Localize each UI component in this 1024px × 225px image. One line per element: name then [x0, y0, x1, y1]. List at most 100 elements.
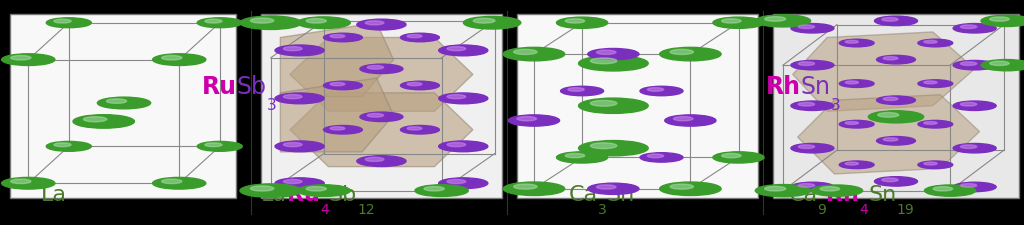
Circle shape — [438, 93, 487, 104]
Circle shape — [366, 157, 384, 161]
Circle shape — [953, 61, 996, 70]
Circle shape — [840, 80, 874, 88]
Text: 3: 3 — [597, 203, 606, 217]
Circle shape — [2, 54, 55, 65]
Circle shape — [591, 100, 616, 106]
Circle shape — [514, 184, 537, 189]
Text: 9: 9 — [817, 203, 826, 217]
Circle shape — [517, 117, 537, 121]
Circle shape — [981, 15, 1024, 27]
Text: Rh: Rh — [826, 185, 859, 205]
Circle shape — [989, 17, 1009, 21]
Circle shape — [556, 152, 607, 163]
Circle shape — [596, 185, 615, 189]
Circle shape — [306, 187, 327, 191]
Circle shape — [674, 117, 693, 121]
Circle shape — [415, 185, 468, 196]
Circle shape — [408, 34, 422, 38]
Circle shape — [54, 19, 71, 23]
Text: Sn: Sn — [801, 76, 830, 99]
Circle shape — [503, 182, 564, 196]
Circle shape — [845, 81, 858, 84]
Circle shape — [791, 24, 834, 33]
Text: Rh: Rh — [766, 76, 801, 99]
Circle shape — [356, 156, 406, 166]
Circle shape — [882, 178, 898, 182]
Circle shape — [2, 177, 55, 189]
Circle shape — [918, 161, 952, 169]
Circle shape — [670, 184, 693, 189]
Circle shape — [722, 19, 741, 23]
Circle shape — [924, 122, 937, 124]
Circle shape — [640, 86, 683, 96]
Circle shape — [330, 34, 345, 38]
Circle shape — [765, 186, 785, 191]
Circle shape — [882, 18, 898, 21]
Circle shape — [503, 47, 564, 61]
Circle shape — [447, 180, 466, 184]
Circle shape — [659, 47, 721, 61]
Circle shape — [820, 187, 840, 191]
Text: 19: 19 — [896, 203, 914, 217]
Circle shape — [447, 47, 466, 51]
Circle shape — [918, 39, 952, 47]
Circle shape — [799, 62, 815, 65]
Circle shape — [868, 111, 924, 123]
Polygon shape — [281, 23, 393, 97]
Circle shape — [799, 102, 815, 106]
Circle shape — [46, 18, 91, 28]
Circle shape — [961, 184, 977, 187]
Circle shape — [961, 102, 977, 106]
Circle shape — [845, 40, 858, 43]
Circle shape — [840, 161, 874, 169]
Circle shape — [306, 19, 327, 23]
Text: 3: 3 — [830, 98, 841, 113]
Circle shape — [713, 152, 764, 163]
Circle shape — [10, 179, 31, 184]
Circle shape — [46, 141, 91, 151]
Polygon shape — [281, 78, 393, 152]
Circle shape — [799, 25, 815, 29]
Circle shape — [359, 112, 403, 122]
Circle shape — [400, 126, 439, 134]
Circle shape — [722, 153, 741, 158]
Circle shape — [73, 115, 134, 128]
Circle shape — [324, 126, 362, 134]
Circle shape — [408, 83, 422, 86]
Circle shape — [514, 49, 537, 54]
Circle shape — [284, 47, 302, 51]
Circle shape — [565, 153, 585, 158]
Circle shape — [953, 24, 996, 33]
Circle shape — [359, 64, 403, 74]
Circle shape — [356, 19, 406, 30]
Circle shape — [840, 39, 874, 47]
Circle shape — [368, 65, 384, 69]
Circle shape — [162, 56, 182, 60]
Circle shape — [400, 33, 439, 42]
Circle shape — [83, 117, 106, 122]
Circle shape — [464, 16, 521, 29]
Circle shape — [275, 93, 325, 104]
Circle shape — [368, 113, 384, 117]
Circle shape — [240, 16, 301, 29]
Circle shape — [153, 177, 206, 189]
Circle shape — [408, 127, 422, 130]
Circle shape — [924, 162, 937, 165]
Circle shape — [918, 80, 952, 88]
Circle shape — [153, 54, 206, 65]
Circle shape — [251, 186, 273, 191]
Circle shape — [647, 154, 664, 158]
Circle shape — [874, 177, 918, 186]
Circle shape — [162, 179, 182, 184]
Circle shape — [205, 143, 222, 147]
Circle shape — [579, 98, 648, 113]
Circle shape — [765, 17, 785, 21]
Circle shape — [591, 58, 616, 64]
Circle shape — [756, 184, 811, 197]
Circle shape — [198, 141, 243, 151]
Circle shape — [556, 17, 607, 28]
Circle shape — [799, 184, 815, 187]
Text: Ca: Ca — [788, 185, 817, 205]
Circle shape — [791, 61, 834, 70]
Circle shape — [275, 141, 325, 152]
